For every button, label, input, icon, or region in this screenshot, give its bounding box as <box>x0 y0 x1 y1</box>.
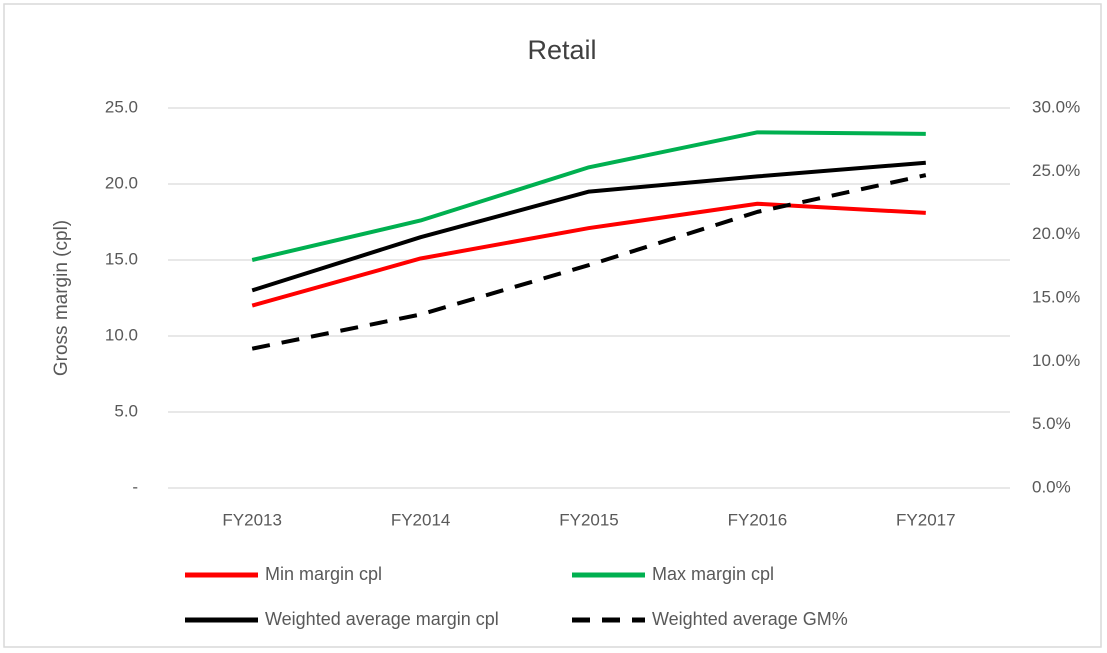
y2-tick-label: 20.0% <box>1032 224 1080 243</box>
series-line <box>251 130 926 262</box>
series-line <box>251 160 926 293</box>
y2-tick-label: 10.0% <box>1032 351 1080 370</box>
x-tick-label: FY2013 <box>222 510 282 529</box>
y2-tick-label: 0.0% <box>1032 477 1071 496</box>
y-tick-label: 15.0 <box>105 249 138 268</box>
x-tick-label: FY2016 <box>728 510 788 529</box>
y-tick-label: 25.0 <box>105 97 138 116</box>
series-line <box>251 201 926 308</box>
legend-label: Weighted average GM% <box>652 609 848 629</box>
chart-title: Retail <box>527 35 596 65</box>
y-tick-label: 20.0 <box>105 173 138 192</box>
x-tick-label: FY2015 <box>559 510 619 529</box>
legend-label: Weighted average margin cpl <box>265 609 499 629</box>
y-tick-label: - <box>132 477 138 496</box>
y2-tick-label: 25.0% <box>1032 161 1080 180</box>
y2-tick-label: 15.0% <box>1032 287 1080 306</box>
y-axis-label: Gross margin (cpl) <box>51 220 72 376</box>
chart-frame <box>3 3 1102 648</box>
series-line <box>251 173 927 351</box>
y-tick-label: 10.0 <box>105 325 138 344</box>
legend-label: Min margin cpl <box>265 564 382 584</box>
legend-label: Max margin cpl <box>652 564 774 584</box>
y2-tick-label: 30.0% <box>1032 97 1080 116</box>
y-tick-label: 5.0 <box>114 401 138 420</box>
y2-tick-label: 5.0% <box>1032 414 1071 433</box>
x-tick-label: FY2014 <box>391 510 451 529</box>
x-tick-label: FY2017 <box>896 510 956 529</box>
